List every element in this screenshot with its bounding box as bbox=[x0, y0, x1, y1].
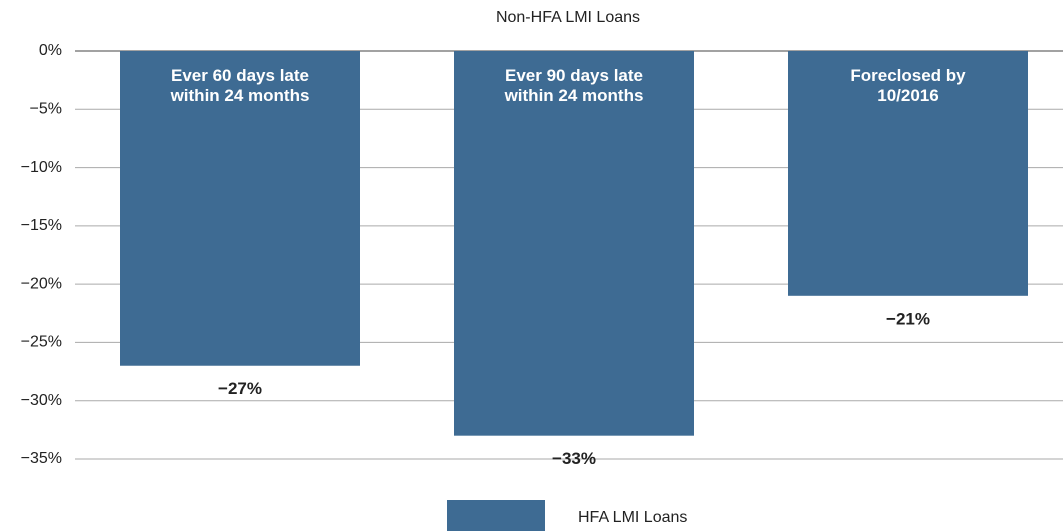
y-tick-label: −5% bbox=[30, 101, 62, 118]
bar bbox=[120, 51, 360, 366]
y-tick-label: −25% bbox=[21, 334, 62, 351]
y-tick-label: 0% bbox=[39, 42, 62, 59]
y-tick-label: −20% bbox=[21, 275, 62, 292]
legend-swatch bbox=[447, 500, 545, 531]
category-label: Ever 90 days late within 24 months bbox=[504, 66, 644, 105]
category-label: Foreclosed by 10/2016 bbox=[850, 66, 966, 105]
legend-label: HFA LMI Loans bbox=[578, 509, 687, 526]
value-label: −27% bbox=[218, 379, 262, 398]
y-tick-label: −10% bbox=[21, 159, 62, 176]
category-label: Ever 60 days late within 24 months bbox=[170, 66, 310, 105]
value-label: −21% bbox=[886, 309, 930, 328]
bar bbox=[788, 51, 1028, 296]
y-tick-label: −30% bbox=[21, 392, 62, 409]
chart-title: Non-HFA LMI Loans bbox=[496, 9, 640, 26]
y-tick-label: −35% bbox=[21, 450, 62, 467]
bar bbox=[454, 51, 694, 436]
value-label: −33% bbox=[552, 449, 596, 468]
y-tick-label: −15% bbox=[21, 217, 62, 234]
